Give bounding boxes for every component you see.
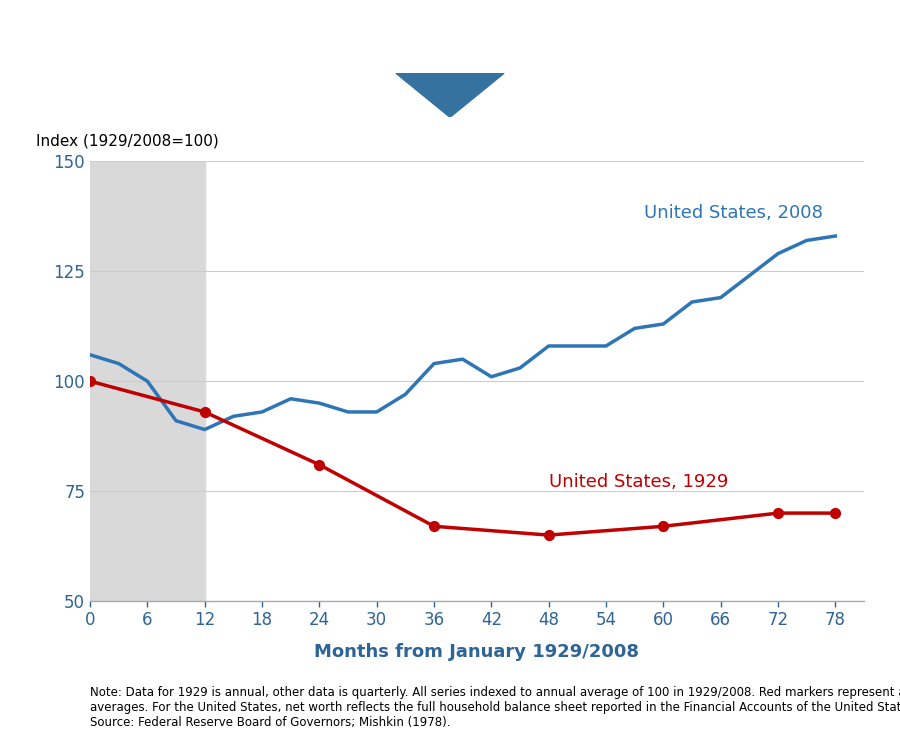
Polygon shape	[396, 73, 504, 117]
Text: HOUSEHOLD NET WORTH: HOUSEHOLD NET WORTH	[194, 21, 706, 56]
Text: Index (1929/2008=100): Index (1929/2008=100)	[36, 133, 219, 148]
Point	[656, 520, 670, 532]
Point	[197, 406, 211, 418]
Bar	[90, 161, 204, 601]
Point	[542, 529, 556, 541]
Text: Note: Data for 1929 is annual, other data is quarterly. All series indexed to an: Note: Data for 1929 is annual, other dat…	[90, 686, 900, 729]
Point	[83, 375, 97, 387]
Point	[312, 459, 327, 471]
Point	[828, 507, 842, 519]
Text: United States, 2008: United States, 2008	[644, 205, 824, 222]
Text: United States, 1929: United States, 1929	[549, 473, 728, 490]
X-axis label: Months from January 1929/2008: Months from January 1929/2008	[314, 644, 640, 661]
Point	[427, 520, 441, 532]
Point	[770, 507, 785, 519]
